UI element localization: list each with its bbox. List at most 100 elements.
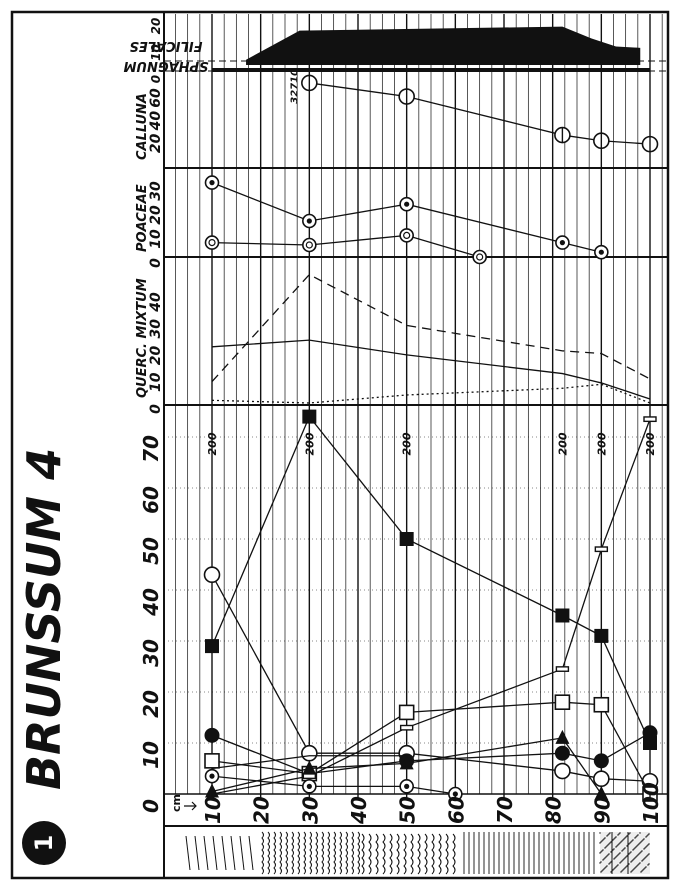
sediment-sand-dot (609, 832, 611, 834)
sediment-wave-mixed (424, 833, 428, 875)
sediment-sand-dot (634, 867, 636, 869)
sphagnum-area (246, 26, 641, 66)
main-point (399, 755, 414, 770)
sediment-sand-dot (620, 871, 622, 873)
sediment-wave-mixed (438, 833, 442, 875)
sediment-sand-dot (608, 843, 610, 845)
sediment-sand-dot (639, 842, 641, 844)
sediment-wave (303, 831, 306, 875)
sediment-sand-dot (630, 871, 632, 873)
main-point (398, 704, 415, 721)
sediment-sand-dot (646, 855, 648, 857)
quercetum-series-2-line (211, 383, 651, 404)
sediment-sand-dot (628, 863, 630, 865)
sediment-sand-dot (623, 858, 625, 860)
poaceae-point-inner (476, 253, 484, 261)
sediment-fibre (194, 835, 200, 871)
sediment-sand-dot (644, 847, 646, 849)
sediment-sand-dot (625, 866, 627, 868)
main-point (643, 736, 657, 750)
sediment-sand-dot (617, 864, 619, 866)
poaceae-series-0 (204, 175, 609, 260)
sediment-sand-dot (631, 840, 633, 842)
sediment-sand-dot (624, 837, 626, 839)
sediment-sand-dot (612, 849, 614, 851)
sediment-sand-dot (625, 836, 627, 838)
main-point (594, 628, 609, 643)
sediment-sand-dot (603, 858, 605, 860)
sediment-fibre (212, 835, 218, 871)
main-point (302, 409, 317, 424)
main-series-0 (205, 409, 657, 750)
main-point (642, 725, 658, 741)
sediment-sand-dot (615, 836, 617, 838)
main-series-0-line (211, 415, 651, 744)
sediment-sand-dot (639, 832, 641, 834)
sediment-sand-dot (644, 857, 646, 859)
sediment-wave-mixed (389, 833, 393, 875)
sediment-wave (327, 831, 330, 875)
sediment-sand-dot (638, 863, 640, 865)
main-point (594, 786, 609, 800)
sediment-sand-dot (626, 835, 628, 837)
sediment-sand-dot (632, 869, 634, 871)
sediment-sand-dot (641, 850, 643, 852)
quercetum-label: QUERC. MIXTUM (135, 278, 150, 398)
main-series-7 (211, 755, 407, 770)
sum-label: 200 (595, 432, 608, 455)
sediment-wave (291, 831, 294, 875)
sediment-wave (309, 831, 312, 875)
sediment-sand-dot (623, 848, 625, 850)
sediment-sand-dot (639, 862, 641, 864)
sediment-sand-dot (622, 859, 624, 861)
sediment-wave-mixed (368, 833, 372, 875)
main-point (593, 753, 609, 769)
main-value-tick-label: 10 (139, 741, 163, 769)
sediment-sand-dot (614, 867, 616, 869)
sediment-sand-dot (632, 849, 634, 851)
sediment-sand-dot (610, 861, 612, 863)
sediment-sand-dot (601, 870, 603, 872)
sediment-sand-dot (647, 844, 649, 846)
sediment-wave-mixed (403, 833, 407, 875)
sediment-sand-dot (648, 833, 650, 835)
sediment-sand-dot (610, 871, 612, 873)
sediment-sand-dot (626, 865, 628, 867)
sediment-sand-dot (618, 853, 620, 855)
quercetum-series-0 (211, 339, 651, 400)
sediment-sand-dot (636, 835, 638, 837)
main-value-tick-label: 50 (139, 537, 163, 565)
sediment-sand-dot (600, 871, 602, 873)
main-point (554, 694, 571, 711)
main-value-tick-label: 20 (139, 690, 163, 718)
sediment-sand-dot (615, 866, 617, 868)
sphagnum-tick-label: 20 (149, 18, 163, 35)
sediment-sand-dot (617, 854, 619, 856)
sediment-wave (261, 831, 264, 875)
main-point (203, 566, 221, 584)
sediment-fibre (248, 835, 254, 871)
poaceae-tick-label: 0 (148, 258, 164, 268)
sediment-wave (345, 831, 348, 875)
poaceae-tick-label: 30 (148, 181, 164, 201)
sediment-sand-dot (609, 862, 611, 864)
main-point-core (404, 783, 410, 789)
sediment-sand-dot (634, 857, 636, 859)
sediment-wave (279, 831, 282, 875)
sediment-sand-dot (647, 854, 649, 856)
sediment-sand-dot (645, 856, 647, 858)
sediment-sand-dot (635, 856, 637, 858)
sediment-sand-dot (623, 838, 625, 840)
main-point (593, 696, 610, 713)
main-point (204, 727, 220, 743)
sediment-sand-dot (617, 834, 619, 836)
poaceae-point-inner (403, 231, 411, 239)
sediment-sand-dot (613, 848, 615, 850)
sediment-wave (339, 831, 342, 875)
main-point (554, 762, 571, 780)
main-point (554, 745, 570, 761)
filicales-sphagnum-panel (164, 26, 668, 72)
quercetum-series-1 (211, 273, 651, 383)
sediment-sand-dot (629, 832, 631, 834)
sediment-sand-dot (643, 868, 645, 870)
